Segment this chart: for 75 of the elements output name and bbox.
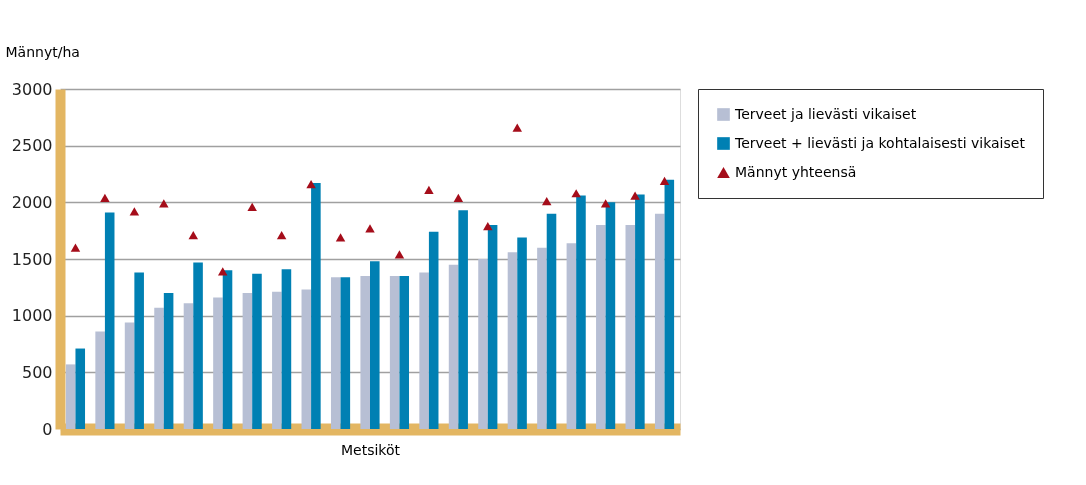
y-tick-label: 2500 — [11, 136, 53, 156]
point — [453, 193, 464, 202]
point — [159, 199, 169, 208]
bar — [281, 269, 292, 429]
point — [129, 207, 140, 216]
bar — [134, 272, 144, 429]
point — [306, 180, 316, 189]
point — [541, 197, 552, 206]
point — [424, 185, 434, 194]
bar — [389, 276, 400, 429]
point — [217, 267, 228, 276]
point — [188, 231, 199, 240]
point — [365, 224, 375, 233]
bar — [242, 293, 253, 429]
point — [70, 243, 81, 252]
point — [512, 123, 523, 132]
bar — [566, 243, 577, 429]
bar — [360, 276, 370, 429]
bar — [163, 293, 174, 429]
bar — [487, 225, 498, 429]
bar — [625, 225, 636, 429]
bar — [635, 194, 645, 429]
bar — [507, 252, 518, 429]
bar — [537, 247, 547, 429]
point — [247, 202, 257, 211]
point — [659, 176, 670, 185]
y-tick-label: 500 — [21, 362, 53, 382]
y-tick-label: 2000 — [11, 192, 53, 212]
bar — [311, 183, 321, 429]
bar — [301, 289, 312, 429]
bar — [664, 179, 675, 429]
point — [335, 233, 346, 242]
point — [100, 193, 110, 202]
bar — [183, 303, 194, 429]
bar — [124, 322, 135, 429]
legend-label: Terveet + lievästi ja kohtalaisesti vikaiset — [734, 134, 1026, 151]
bar — [596, 225, 606, 429]
bar — [213, 297, 223, 429]
bar — [399, 276, 410, 429]
y-tick-label: 1000 — [11, 306, 53, 326]
bar — [340, 277, 351, 429]
bar — [546, 213, 557, 429]
bar — [576, 195, 586, 429]
y-tick-label: 1500 — [11, 249, 53, 269]
legend-label: Terveet ja lievästi vikaiset — [734, 105, 917, 122]
point — [276, 231, 287, 240]
bar — [193, 262, 203, 429]
point — [394, 250, 405, 259]
bar — [65, 364, 76, 429]
bar — [654, 213, 665, 429]
bar — [154, 307, 164, 429]
bar — [75, 348, 86, 429]
point — [571, 189, 581, 198]
point — [600, 199, 611, 208]
y-axis-title: Männyt/ha — [5, 43, 80, 60]
y-tick-label: 0 — [42, 419, 53, 439]
bar — [517, 237, 527, 429]
bar — [370, 261, 380, 429]
y-tick-label: 3000 — [11, 79, 53, 99]
point — [630, 191, 640, 200]
bar — [605, 202, 616, 429]
bar — [448, 264, 459, 429]
bar — [95, 331, 105, 429]
legend-label: Männyt yhteensä — [735, 163, 857, 180]
bar — [478, 259, 488, 429]
bar — [458, 210, 468, 429]
bar — [222, 270, 233, 429]
bar — [272, 291, 282, 429]
bar — [252, 273, 262, 429]
bar — [330, 277, 341, 429]
bar — [428, 231, 439, 429]
bar — [104, 212, 115, 429]
x-axis-title: Metsiköt — [340, 441, 401, 458]
bar — [419, 272, 429, 429]
point — [483, 222, 493, 231]
